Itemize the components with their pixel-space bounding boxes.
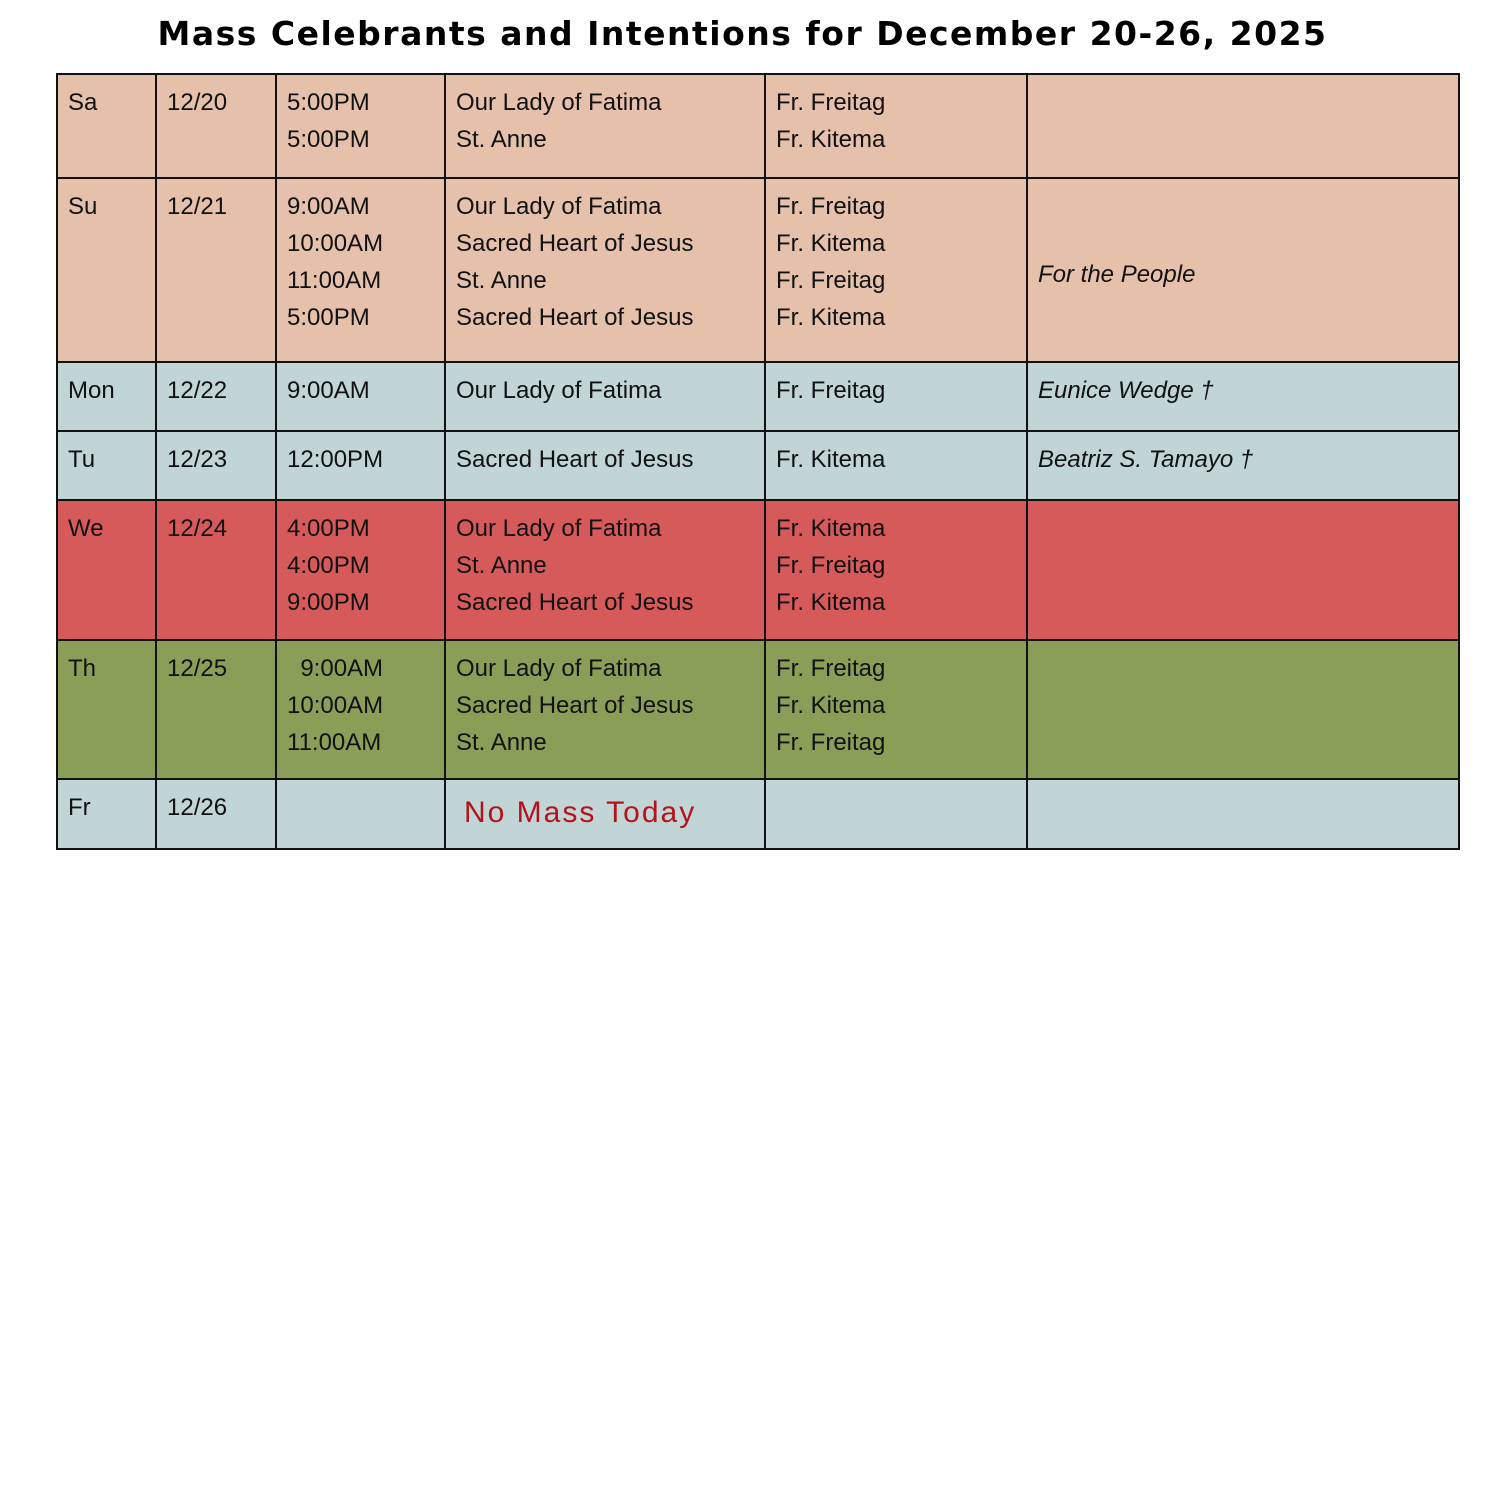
- churches-cell: Our Lady of Fatima St. Anne Sacred Heart o…: [444, 499, 766, 641]
- time-line: 11:00AM: [287, 729, 382, 756]
- day-cell: Sa: [56, 73, 157, 179]
- date-cell: 12/25: [155, 639, 277, 780]
- date-cell: 12/20: [155, 73, 277, 179]
- church-line: St. Anne: [456, 267, 547, 294]
- celebrant-line: Fr. Freitag: [776, 193, 886, 220]
- time-line: 5:00PM: [287, 304, 370, 331]
- intention-cell: Eunice Wedge †: [1026, 361, 1460, 432]
- celebrants-cell: Fr. Kitema Fr. Freitag Fr. Kitema: [764, 499, 1028, 641]
- celebrant-line: Fr. Freitag: [776, 552, 886, 579]
- time-line: 12:00PM: [287, 446, 384, 473]
- celebrant-line: Fr. Freitag: [776, 655, 886, 682]
- celebrant-line: Fr. Kitema: [776, 230, 886, 257]
- time-line: 4:00PM: [287, 515, 370, 542]
- celebrant-line: Fr. Kitema: [776, 589, 886, 616]
- churches-cell: Our Lady of Fatima Sacred Heart of Jesus S…: [444, 639, 766, 780]
- day-cell: Th: [56, 639, 157, 780]
- time-line: 5:00PM: [287, 126, 370, 153]
- church-line: Our Lady of Fatima: [456, 193, 662, 220]
- celebrant-line: Fr. Kitema: [776, 446, 886, 473]
- day-cell: We: [56, 499, 157, 641]
- intention-cell: For the People: [1026, 177, 1460, 363]
- intention-cell: [1026, 73, 1460, 179]
- day-cell: Fr: [56, 778, 157, 850]
- date-cell: 12/21: [155, 177, 277, 363]
- intention-cell: Beatriz S. Tamayo †: [1026, 430, 1460, 501]
- page-title: Mass Celebrants and Intentions for Decem…: [157, 14, 1328, 53]
- schedule-row-su: Su 12/21 9:00AM 10:00AM 11:00AM 5:00PM Our Lad…: [56, 177, 1460, 363]
- celebrants-cell: Fr. Freitag: [764, 361, 1028, 432]
- schedule-row-tu: Tu 12/23 12:00PM Sacred Heart of Jesus Fr. K…: [56, 430, 1460, 501]
- celebrant-line: Fr. Freitag: [776, 89, 886, 116]
- times-cell: 12:00PM: [275, 430, 446, 501]
- time-line: 5:00PM: [287, 89, 370, 116]
- times-cell: 9:00AM 10:00AM 11:00AM: [275, 639, 446, 780]
- churches-cell: Our Lady of Fatima St. Anne: [444, 73, 766, 179]
- church-line: Our Lady of Fatima: [456, 377, 662, 404]
- time-line: 10:00AM: [287, 230, 384, 257]
- day-cell: Tu: [56, 430, 157, 501]
- times-cell: [275, 778, 446, 850]
- churches-cell: Our Lady of Fatima Sacred Heart of Jesus S…: [444, 177, 766, 363]
- times-cell: 9:00AM: [275, 361, 446, 432]
- schedule-row-mon: Mon 12/22 9:00AM Our Lady of Fatima Fr. Frei…: [56, 361, 1460, 432]
- church-line: Sacred Heart of Jesus: [456, 589, 694, 616]
- celebrant-line: Fr. Kitema: [776, 692, 886, 719]
- celebrants-cell: [764, 778, 1028, 850]
- celebrant-line: Fr. Freitag: [776, 267, 886, 294]
- intention-cell: [1026, 499, 1460, 641]
- intention-cell: [1026, 778, 1460, 850]
- churches-cell: Sacred Heart of Jesus: [444, 430, 766, 501]
- date-cell: 12/22: [155, 361, 277, 432]
- no-mass-note: No Mass Today: [444, 778, 766, 850]
- church-line: St. Anne: [456, 552, 547, 579]
- church-line: Our Lady of Fatima: [456, 89, 662, 116]
- church-line: St. Anne: [456, 729, 547, 756]
- celebrants-cell: Fr. Kitema: [764, 430, 1028, 501]
- church-line: Sacred Heart of Jesus: [456, 304, 694, 331]
- time-line: 9:00AM: [287, 377, 370, 404]
- date-cell: 12/26: [155, 778, 277, 850]
- times-cell: 9:00AM 10:00AM 11:00AM 5:00PM: [275, 177, 446, 363]
- intention-cell: [1026, 639, 1460, 780]
- date-cell: 12/24: [155, 499, 277, 641]
- time-line: 11:00AM: [287, 267, 382, 294]
- mass-schedule-table: Sa 12/20 5:00PM 5:00PM Our Lady of Fatima St.…: [56, 73, 1460, 850]
- celebrant-line: Fr. Kitema: [776, 304, 886, 331]
- celebrants-cell: Fr. Freitag Fr. Kitema Fr. Freitag Fr. Kite…: [764, 177, 1028, 363]
- celebrants-cell: Fr. Freitag Fr. Kitema Fr. Freitag: [764, 639, 1028, 780]
- celebrant-line: Fr. Kitema: [776, 515, 886, 542]
- celebrant-line: Fr. Freitag: [776, 377, 886, 404]
- church-line: St. Anne: [456, 126, 547, 153]
- churches-cell: Our Lady of Fatima: [444, 361, 766, 432]
- church-line: Sacred Heart of Jesus: [456, 230, 694, 257]
- church-line: Sacred Heart of Jesus: [456, 692, 694, 719]
- church-line: Our Lady of Fatima: [456, 655, 662, 682]
- schedule-row-th: Th 12/25 9:00AM 10:00AM 11:00AM Our Lady of …: [56, 639, 1460, 780]
- schedule-row-fr: Fr 12/26 No Mass Today: [56, 778, 1460, 850]
- day-cell: Mon: [56, 361, 157, 432]
- time-line: 10:00AM: [287, 692, 384, 719]
- time-line: 9:00PM: [287, 589, 370, 616]
- times-cell: 4:00PM 4:00PM 9:00PM: [275, 499, 446, 641]
- celebrant-line: Fr. Kitema: [776, 126, 886, 153]
- schedule-row-sa: Sa 12/20 5:00PM 5:00PM Our Lady of Fatima St.…: [56, 73, 1460, 179]
- celebrants-cell: Fr. Freitag Fr. Kitema: [764, 73, 1028, 179]
- church-line: Our Lady of Fatima: [456, 515, 662, 542]
- celebrant-line: Fr. Freitag: [776, 729, 886, 756]
- schedule-row-we: We 12/24 4:00PM 4:00PM 9:00PM Our Lady of Fat…: [56, 499, 1460, 641]
- date-cell: 12/23: [155, 430, 277, 501]
- time-line: 9:00AM: [287, 193, 370, 220]
- church-line: Sacred Heart of Jesus: [456, 446, 694, 473]
- times-cell: 5:00PM 5:00PM: [275, 73, 446, 179]
- day-cell: Su: [56, 177, 157, 363]
- time-line: 9:00AM: [287, 655, 384, 682]
- time-line: 4:00PM: [287, 552, 370, 579]
